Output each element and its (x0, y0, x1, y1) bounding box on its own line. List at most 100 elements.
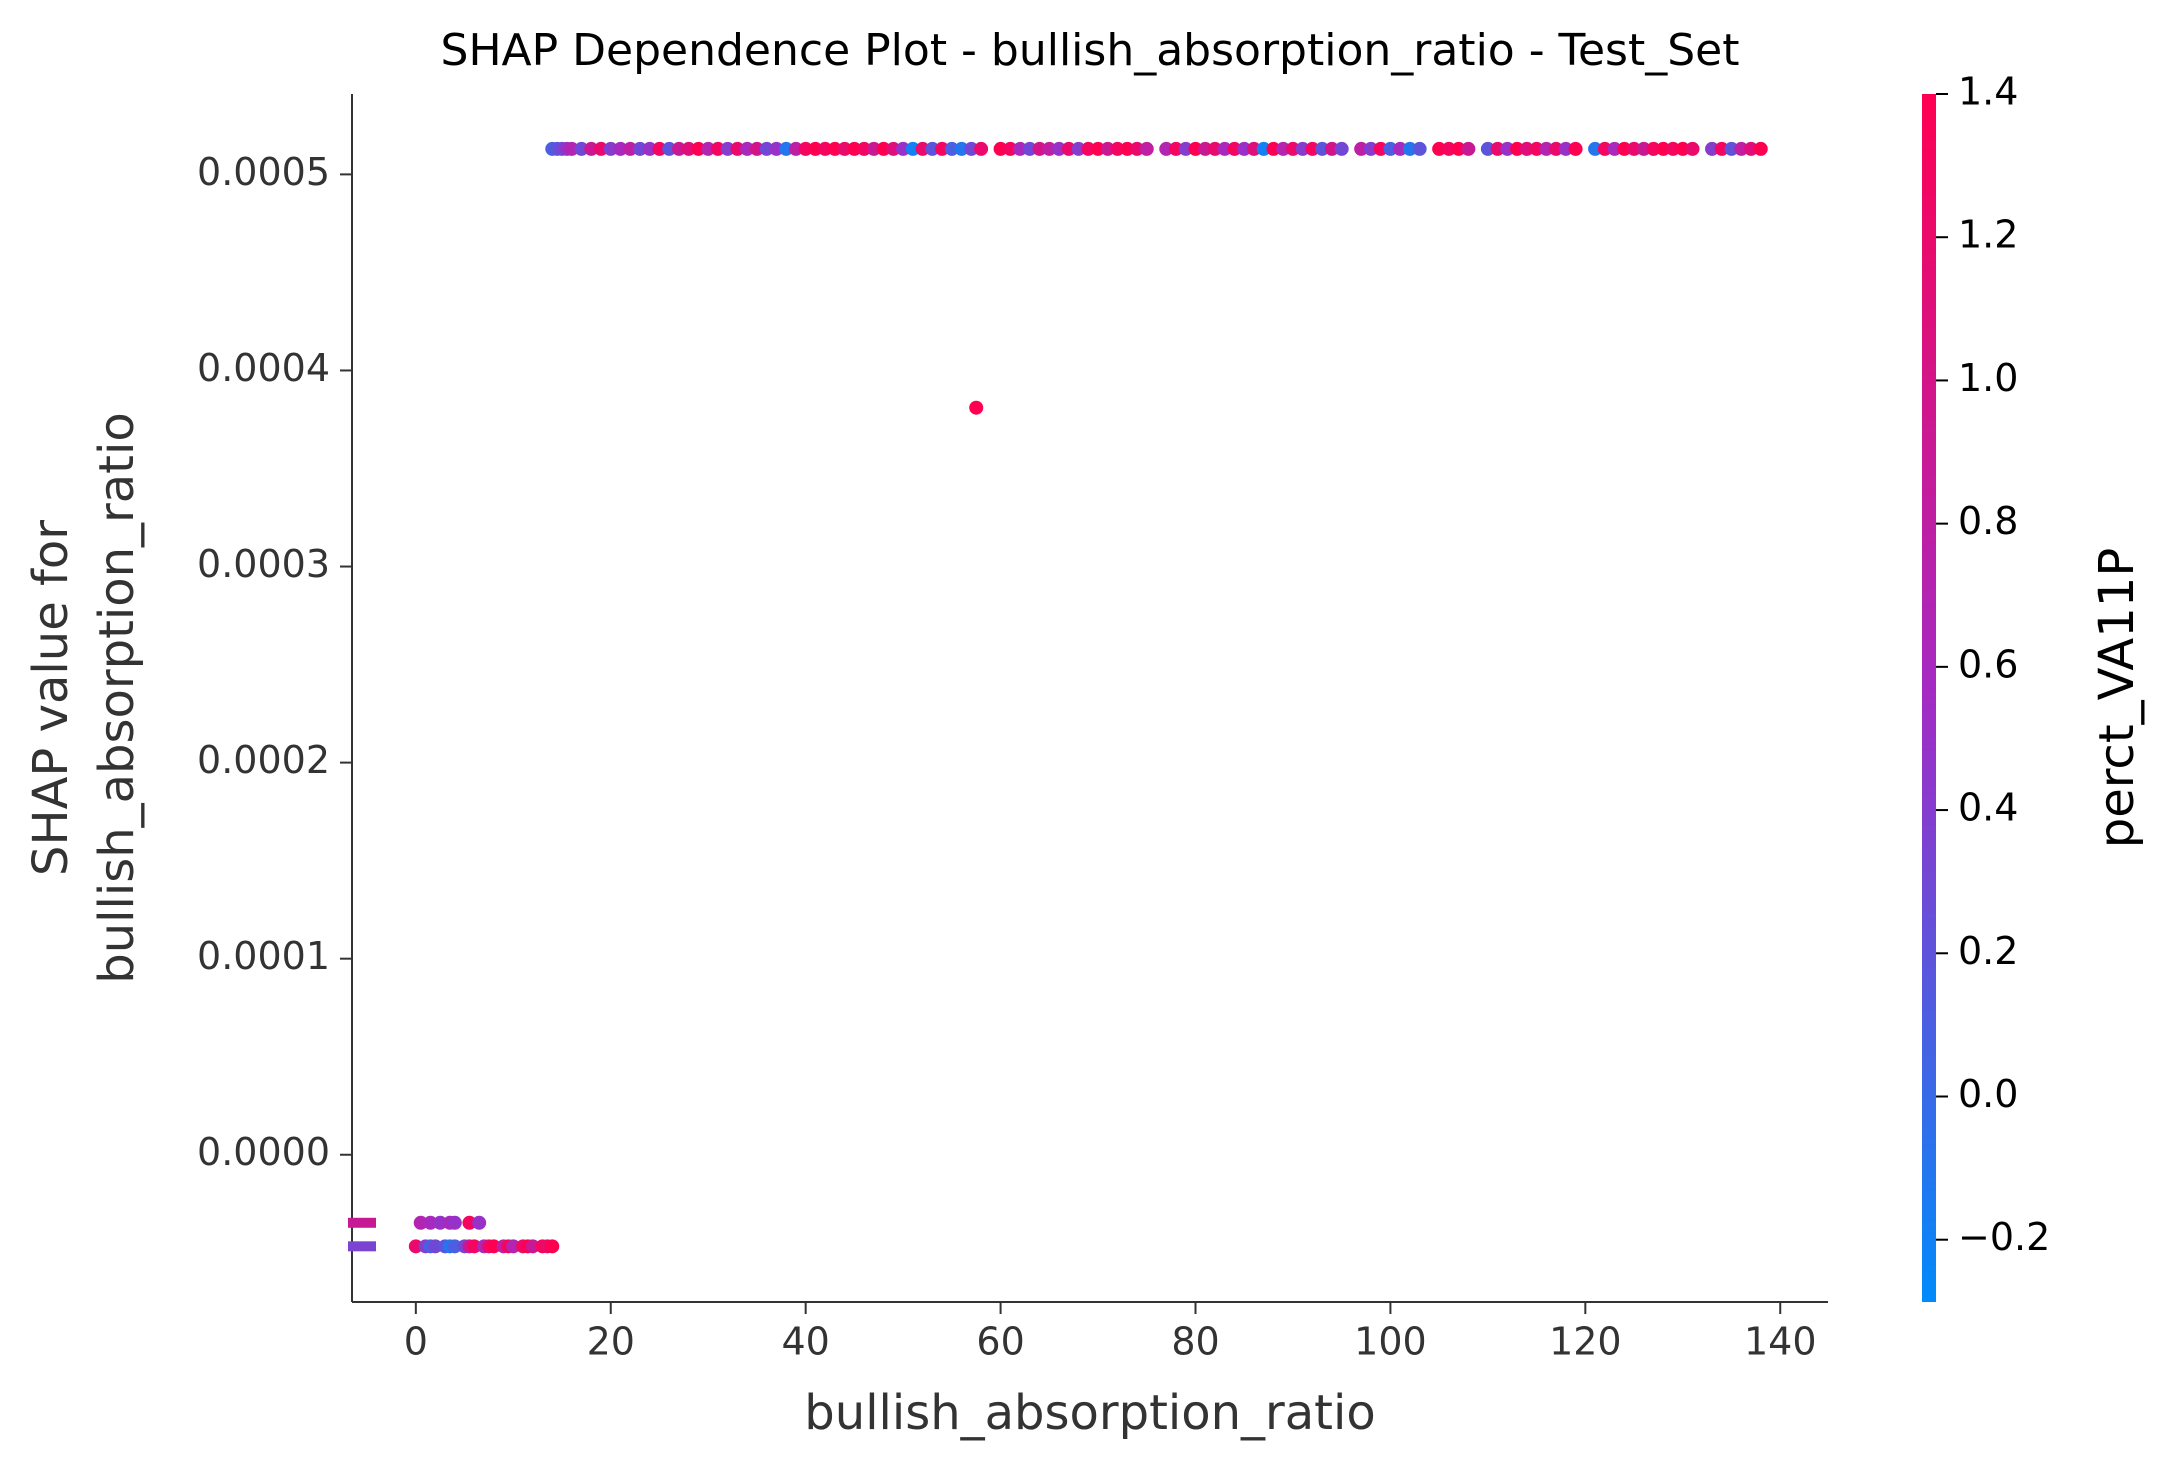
point (857, 141, 872, 156)
point (564, 141, 579, 156)
point (701, 141, 716, 156)
point (1685, 141, 1700, 156)
point (1256, 141, 1271, 156)
y-tick-label: 0.0001 (197, 934, 330, 978)
point (662, 141, 677, 156)
point (1432, 141, 1447, 156)
point (730, 141, 745, 156)
point (681, 141, 696, 156)
colorbar-tick-label: 1.4 (1958, 70, 2018, 114)
point (827, 141, 842, 156)
point (1315, 141, 1330, 156)
point (603, 141, 618, 156)
y-tick-label: 0.0003 (197, 542, 330, 586)
point (472, 1215, 487, 1230)
point (749, 141, 764, 156)
point (1188, 141, 1203, 156)
point (1627, 141, 1642, 156)
x-tick-label: 0 (404, 1320, 428, 1364)
point (691, 141, 706, 156)
x-tick-label: 20 (587, 1320, 635, 1364)
point (710, 141, 725, 156)
point (1597, 141, 1612, 156)
point (808, 141, 823, 156)
point (1646, 141, 1661, 156)
point (974, 141, 989, 156)
colorbar-tick-label: 1.2 (1958, 213, 2018, 257)
point (1656, 141, 1671, 156)
point (1022, 141, 1037, 156)
point (433, 1215, 448, 1230)
point (740, 141, 755, 156)
point (506, 1239, 521, 1254)
point (594, 141, 609, 156)
point (1139, 141, 1154, 156)
point (1383, 141, 1398, 156)
point (1666, 141, 1681, 156)
point (896, 141, 911, 156)
point (642, 141, 657, 156)
point (1081, 141, 1096, 156)
colorbar-tick-label: 0.0 (1958, 1072, 2018, 1116)
x-tick-label: 80 (1171, 1320, 1219, 1364)
x-tick-label: 140 (1744, 1320, 1817, 1364)
point (525, 1239, 540, 1254)
point (1130, 141, 1145, 156)
nan-marker (348, 1217, 376, 1228)
point (1714, 141, 1729, 156)
point (1217, 141, 1232, 156)
point (905, 141, 920, 156)
point (486, 1239, 501, 1254)
point (886, 141, 901, 156)
point (462, 1215, 477, 1230)
point (1480, 141, 1495, 156)
y-tick-label: 0.0000 (197, 1130, 330, 1174)
point (1246, 141, 1261, 156)
point (1363, 141, 1378, 156)
point (408, 1239, 423, 1254)
point (1402, 141, 1417, 156)
point (847, 141, 862, 156)
point (1675, 141, 1690, 156)
point (1617, 141, 1632, 156)
point (1490, 141, 1505, 156)
point (1451, 141, 1466, 156)
point (1276, 141, 1291, 156)
point (1724, 141, 1739, 156)
colorbar-tick-label: 1.0 (1958, 356, 2018, 400)
point (925, 141, 940, 156)
point (993, 141, 1008, 156)
x-tick-label: 40 (781, 1320, 829, 1364)
point (613, 141, 628, 156)
point (1207, 141, 1222, 156)
point (818, 141, 833, 156)
y-tick-label: 0.0005 (197, 150, 330, 194)
point (1539, 141, 1554, 156)
nan-marker (348, 1241, 376, 1252)
point (1198, 141, 1213, 156)
point (769, 141, 784, 156)
point (1159, 141, 1174, 156)
point (623, 141, 638, 156)
point (1227, 141, 1242, 156)
point (1636, 141, 1651, 156)
colorbar (1922, 94, 1936, 1302)
point (1412, 141, 1427, 156)
point (1091, 141, 1106, 156)
colorbar-tick-label: 0.4 (1958, 786, 2018, 830)
point (1549, 141, 1564, 156)
point (1510, 141, 1525, 156)
x-tick-label: 120 (1549, 1320, 1622, 1364)
point (866, 141, 881, 156)
point (935, 141, 950, 156)
point (1032, 141, 1047, 156)
point (779, 141, 794, 156)
point (1393, 141, 1408, 156)
colorbar-label: perct_VA11P (2089, 548, 2145, 849)
point (584, 141, 599, 156)
point (759, 141, 774, 156)
point (632, 141, 647, 156)
point (1519, 141, 1534, 156)
point (1441, 141, 1456, 156)
